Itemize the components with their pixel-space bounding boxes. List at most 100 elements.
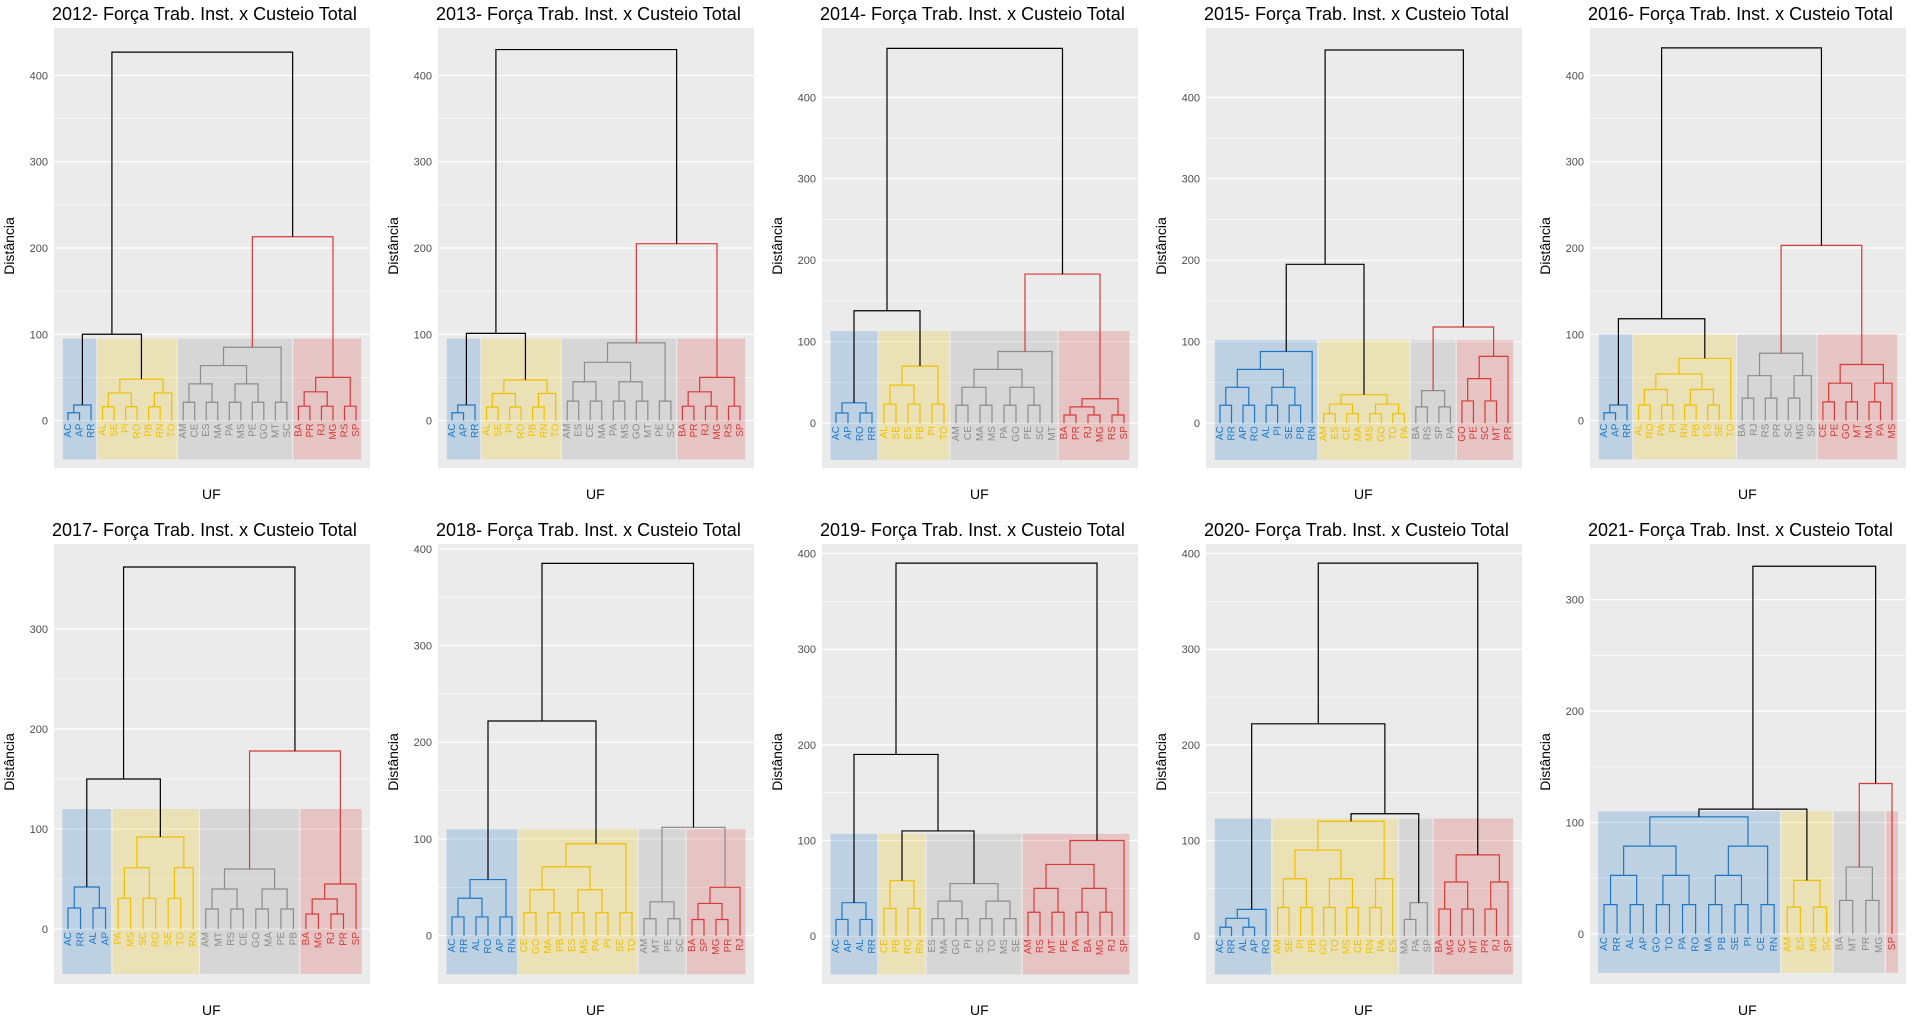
dendrogram-branch <box>835 918 849 937</box>
dendrogram-merge <box>901 830 975 884</box>
dendrogram-svg: 0 100 200 300 AC RR AL AP PA MS SC RO SE TO RN AM MT RS CE… <box>30 544 370 984</box>
leaf-label: SC <box>1480 426 1491 440</box>
leaf-label: RN <box>1769 937 1780 951</box>
dendrogram-merge <box>1780 244 1863 365</box>
leaf-label: PA <box>608 423 619 436</box>
leaf-label: PB <box>144 423 155 437</box>
dendrogram-merge <box>1661 47 1823 319</box>
leaf-label: CE <box>1342 426 1353 440</box>
leaf-label: GO <box>259 423 270 439</box>
leaf-label: AL <box>1634 423 1645 436</box>
leaf-label: SP <box>351 932 362 946</box>
dendrogram-branch <box>1467 378 1492 401</box>
dendrogram-panel-4: 2015- Força Trab. Inst. x Custeio Total D… <box>1152 0 1536 516</box>
leaf-label: MS <box>999 939 1010 954</box>
dendrogram-panel-9: 2020- Força Trab. Inst. x Custeio Total D… <box>1152 516 1536 1032</box>
y-tick-label: 100 <box>1566 329 1584 341</box>
dendrogram-branch <box>1282 878 1307 908</box>
cluster-band <box>1633 334 1736 460</box>
dendrogram-panel-6: 2017- Força Trab. Inst. x Custeio Total D… <box>0 516 384 1032</box>
dendrogram-merge <box>541 562 695 828</box>
leaf-label: SP <box>1119 939 1130 953</box>
leaf-label: SP <box>1887 937 1898 951</box>
leaf-label: AM <box>639 939 650 954</box>
dendrogram-branch <box>1033 887 1059 913</box>
leaf-label: RN <box>915 939 926 953</box>
dendrogram-panel-7: 2018- Força Trab. Inst. x Custeio Total D… <box>384 516 768 1032</box>
dendrogram-branch <box>1741 397 1755 421</box>
dendrogram-branch <box>457 404 476 421</box>
cluster-band <box>686 829 746 975</box>
cluster-band <box>950 331 1058 460</box>
leaf-label: TO <box>1726 423 1737 437</box>
leaf-label: SE <box>1011 939 1022 953</box>
leaf-label: RO <box>855 426 866 441</box>
leaf-label: AC <box>1599 424 1610 438</box>
leaf-label: RO <box>483 938 494 953</box>
leaf-label: GO <box>951 939 962 955</box>
leaf-label: ES <box>1388 939 1399 953</box>
dendrogram-merge <box>1752 565 1877 810</box>
y-tick-label: 0 <box>426 416 432 428</box>
dendrogram-branch <box>1764 397 1778 421</box>
leaf-label: MS <box>579 938 590 953</box>
y-tick-label: 200 <box>30 243 48 255</box>
leaf-label: PE <box>1023 426 1034 440</box>
leaf-label: PA <box>1376 939 1387 952</box>
leaf-label: PI <box>121 424 132 433</box>
dendrogram-branch <box>123 867 150 899</box>
y-tick-label: 0 <box>426 931 432 943</box>
leaf-label: AP <box>101 932 112 946</box>
leaf-label: MG <box>328 423 339 439</box>
y-tick-label: 300 <box>1182 174 1200 186</box>
leaf-label: BA <box>1411 426 1422 440</box>
leaf-label: AP <box>495 938 506 952</box>
leaf-label: AM <box>178 424 189 439</box>
dendrogram-branch <box>1027 911 1041 937</box>
cluster-band <box>1022 833 1130 975</box>
leaf-label: AM <box>1273 939 1284 954</box>
x-axis-label: UF <box>202 1002 221 1018</box>
leaf-label: SP <box>351 423 362 437</box>
dendrogram-branch <box>1655 373 1703 390</box>
leaf-label: PA <box>1445 426 1456 439</box>
leaf-label: SC <box>975 939 986 953</box>
dendrogram-branch <box>1374 403 1400 414</box>
leaf-label: SC <box>138 932 149 946</box>
leaf-label: SE <box>1284 426 1295 440</box>
leaf-label: PA <box>591 938 602 951</box>
cluster-band <box>1272 818 1398 975</box>
dendrogram-branch <box>1707 404 1720 421</box>
leaf-label: RN <box>507 939 518 953</box>
x-axis-label: UF <box>1354 486 1373 502</box>
leaf-label: RS <box>1760 423 1771 437</box>
leaf-label: RJ <box>735 939 746 951</box>
dendrogram-branch <box>699 376 735 407</box>
leaf-label: MT <box>1047 939 1058 953</box>
cluster-band <box>1214 340 1318 460</box>
leaf-label: SE <box>493 423 504 437</box>
dendrogram-branch <box>931 403 945 424</box>
leaf-label: PB <box>1307 939 1318 953</box>
leaf-label: CE <box>585 423 596 437</box>
leaf-label: TO <box>1664 937 1675 951</box>
leaf-label: AM <box>201 932 212 947</box>
dendrogram-branch <box>1461 400 1475 424</box>
y-tick-label: 100 <box>798 337 816 349</box>
y-tick-label: 200 <box>414 243 432 255</box>
leaf-label: AC <box>447 939 458 953</box>
dendrogram-svg: 0 100 200 300 400 AC AP AL RR CE PB RO RN ES MA GO PI SC T… <box>798 544 1138 984</box>
leaf-label: MT <box>1047 426 1058 440</box>
leaf-label: MS <box>1887 423 1898 438</box>
dendrogram-branch <box>1294 849 1342 879</box>
leaf-label: PB <box>288 932 299 946</box>
leaf-label: MA <box>1704 937 1715 952</box>
dendrogram-branch <box>1484 400 1498 424</box>
dendrogram-branch <box>697 902 723 920</box>
dendrogram-branch <box>205 401 219 421</box>
leaf-label: RS <box>1035 939 1046 953</box>
y-tick-label: 0 <box>1578 416 1584 428</box>
dendrogram-branch <box>606 342 666 402</box>
leaf-label: MG <box>1445 939 1456 955</box>
